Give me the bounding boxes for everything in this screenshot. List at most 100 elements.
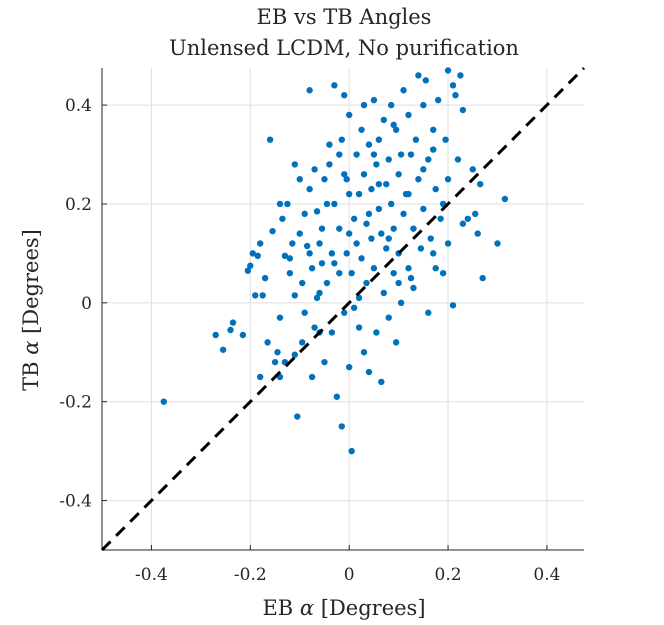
data-point xyxy=(316,289,323,297)
data-point xyxy=(249,250,256,257)
data-point xyxy=(375,136,383,143)
x-tick-label: 0.4 xyxy=(533,565,560,585)
data-point xyxy=(284,200,291,208)
data-point xyxy=(299,339,306,346)
data-point xyxy=(281,252,289,260)
data-point xyxy=(353,240,360,247)
data-point xyxy=(345,230,353,237)
data-point xyxy=(308,265,316,272)
data-point xyxy=(390,269,397,277)
data-point xyxy=(365,141,373,148)
data-point xyxy=(303,242,311,250)
data-point xyxy=(420,101,427,109)
data-point xyxy=(365,210,373,218)
data-point xyxy=(341,91,348,99)
y-tick-label: 0.4 xyxy=(65,96,92,116)
data-point xyxy=(291,351,298,358)
y-tick-label: -0.4 xyxy=(59,492,92,512)
data-point xyxy=(464,215,472,222)
data-point xyxy=(383,245,390,252)
data-point xyxy=(227,326,234,334)
data-point xyxy=(459,106,467,114)
axes xyxy=(101,68,584,551)
data-point xyxy=(341,171,348,178)
data-point xyxy=(368,185,375,193)
data-point xyxy=(321,358,328,366)
data-point xyxy=(365,368,373,376)
data-point xyxy=(430,250,437,257)
y-tick-label: 0.2 xyxy=(65,195,92,215)
data-point xyxy=(343,250,350,257)
data-point xyxy=(360,171,368,178)
data-point xyxy=(266,136,274,143)
data-point xyxy=(363,220,370,227)
data-point xyxy=(279,215,286,222)
data-point xyxy=(212,331,219,339)
data-point xyxy=(449,82,457,89)
data-point xyxy=(420,166,427,173)
data-point xyxy=(407,274,415,282)
y-tick-label: 0 xyxy=(81,294,92,314)
data-point xyxy=(370,151,378,158)
data-point xyxy=(313,294,321,302)
data-point xyxy=(360,349,368,356)
data-point xyxy=(425,156,432,163)
data-point xyxy=(494,240,501,247)
data-point xyxy=(380,116,387,124)
data-point xyxy=(247,262,254,269)
data-point xyxy=(323,279,331,287)
data-point xyxy=(252,292,259,299)
data-point xyxy=(444,67,452,74)
data-point xyxy=(427,235,434,242)
data-point xyxy=(400,87,407,94)
data-point xyxy=(350,304,358,311)
data-point xyxy=(437,215,444,222)
data-point xyxy=(160,398,167,405)
data-point xyxy=(392,339,400,346)
data-point xyxy=(348,447,355,455)
data-point xyxy=(350,215,358,222)
data-point xyxy=(390,121,397,129)
data-point xyxy=(331,82,338,89)
data-point xyxy=(375,205,383,213)
data-point xyxy=(457,72,464,79)
data-point xyxy=(269,227,276,235)
data-point xyxy=(444,240,452,247)
data-point xyxy=(373,329,380,336)
data-point xyxy=(405,265,412,272)
data-point xyxy=(449,302,457,309)
y-axis-label-unit: [Degrees] xyxy=(19,229,43,340)
x-axis-label-text: EB xyxy=(262,596,299,620)
data-point xyxy=(336,269,343,277)
data-point xyxy=(306,250,313,257)
data-point xyxy=(301,309,308,316)
data-point xyxy=(271,358,279,366)
data-point xyxy=(410,284,417,292)
data-point xyxy=(363,279,370,287)
data-point xyxy=(264,339,271,346)
data-point xyxy=(425,309,432,316)
data-point xyxy=(244,267,252,274)
data-point xyxy=(256,240,264,247)
data-point xyxy=(410,225,417,232)
data-point xyxy=(390,225,397,232)
y-axis-label-symbol: α xyxy=(19,341,43,355)
data-point xyxy=(299,279,306,287)
data-point xyxy=(472,210,479,218)
data-point xyxy=(397,299,405,307)
data-point xyxy=(289,240,296,247)
x-axis-label: EB α [Degrees] xyxy=(262,596,425,620)
data-point xyxy=(476,180,484,188)
data-point xyxy=(378,230,385,237)
data-point xyxy=(331,260,338,267)
data-point xyxy=(400,210,407,218)
data-point xyxy=(405,190,412,198)
data-point xyxy=(286,255,294,262)
data-point xyxy=(311,166,318,173)
data-point xyxy=(336,225,343,232)
data-point xyxy=(405,111,412,119)
data-point xyxy=(385,314,392,321)
data-point xyxy=(395,171,402,178)
x-tick-label: -0.4 xyxy=(135,565,168,585)
